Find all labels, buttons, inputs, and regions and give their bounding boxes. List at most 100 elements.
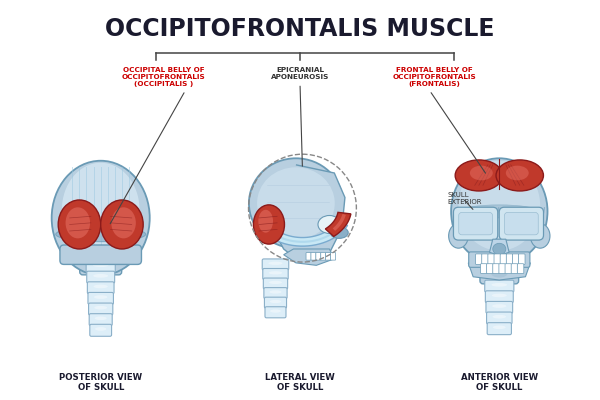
FancyBboxPatch shape	[265, 307, 286, 318]
Ellipse shape	[496, 160, 544, 191]
FancyBboxPatch shape	[505, 212, 538, 235]
Ellipse shape	[449, 224, 468, 248]
Text: EPICRANIAL
APONEUROSIS: EPICRANIAL APONEUROSIS	[271, 68, 329, 80]
Polygon shape	[257, 222, 347, 246]
FancyBboxPatch shape	[486, 302, 512, 314]
FancyBboxPatch shape	[487, 312, 512, 324]
Text: LATERAL VIEW
OF SKULL: LATERAL VIEW OF SKULL	[265, 373, 335, 392]
Ellipse shape	[95, 327, 106, 331]
FancyBboxPatch shape	[86, 260, 115, 272]
FancyBboxPatch shape	[80, 246, 122, 275]
Ellipse shape	[95, 316, 107, 320]
FancyBboxPatch shape	[506, 254, 513, 264]
Ellipse shape	[506, 166, 529, 180]
FancyBboxPatch shape	[499, 207, 544, 240]
Text: POSTERIOR VIEW
OF SKULL: POSTERIOR VIEW OF SKULL	[59, 373, 142, 392]
Ellipse shape	[492, 294, 507, 297]
Ellipse shape	[94, 285, 108, 288]
Ellipse shape	[470, 166, 493, 180]
Text: ANTERIOR VIEW
OF SKULL: ANTERIOR VIEW OF SKULL	[461, 373, 538, 392]
FancyBboxPatch shape	[263, 268, 288, 280]
Ellipse shape	[257, 167, 335, 239]
FancyBboxPatch shape	[480, 260, 518, 284]
Ellipse shape	[270, 300, 281, 303]
FancyBboxPatch shape	[316, 252, 321, 260]
Ellipse shape	[270, 310, 281, 313]
FancyBboxPatch shape	[481, 264, 487, 274]
FancyBboxPatch shape	[88, 282, 114, 294]
FancyBboxPatch shape	[511, 264, 518, 274]
Ellipse shape	[451, 158, 548, 264]
FancyBboxPatch shape	[469, 252, 530, 267]
FancyBboxPatch shape	[263, 278, 287, 289]
Text: FRONTAL BELLY OF
OCCIPITOFRONTALIS
(FRONTALIS): FRONTAL BELLY OF OCCIPITOFRONTALIS (FRON…	[392, 68, 476, 88]
FancyBboxPatch shape	[505, 264, 512, 274]
FancyBboxPatch shape	[262, 259, 289, 270]
FancyBboxPatch shape	[454, 207, 498, 240]
Ellipse shape	[101, 200, 143, 249]
Ellipse shape	[492, 304, 506, 308]
Text: OCCIPITAL BELLY OF
OCCIPITOFRONTALIS
(OCCIPITALIS ): OCCIPITAL BELLY OF OCCIPITOFRONTALIS (OC…	[122, 68, 205, 88]
FancyBboxPatch shape	[512, 254, 519, 264]
FancyBboxPatch shape	[60, 245, 142, 264]
Ellipse shape	[458, 161, 540, 251]
Ellipse shape	[318, 216, 341, 234]
Ellipse shape	[491, 270, 508, 278]
Ellipse shape	[493, 243, 506, 255]
FancyBboxPatch shape	[264, 288, 287, 299]
FancyBboxPatch shape	[487, 264, 493, 274]
Ellipse shape	[58, 200, 101, 249]
Ellipse shape	[455, 160, 503, 191]
Ellipse shape	[269, 290, 281, 294]
FancyBboxPatch shape	[265, 297, 287, 308]
Ellipse shape	[269, 271, 282, 274]
Ellipse shape	[253, 205, 284, 244]
Ellipse shape	[269, 281, 282, 284]
FancyBboxPatch shape	[321, 252, 326, 260]
Ellipse shape	[93, 264, 109, 267]
FancyBboxPatch shape	[487, 323, 511, 335]
FancyBboxPatch shape	[488, 254, 494, 264]
Ellipse shape	[65, 207, 90, 238]
FancyBboxPatch shape	[517, 264, 524, 274]
Text: SKULL
EXTERIOR: SKULL EXTERIOR	[448, 192, 482, 204]
FancyBboxPatch shape	[306, 252, 311, 260]
Ellipse shape	[268, 262, 283, 265]
Ellipse shape	[94, 295, 107, 299]
Ellipse shape	[493, 326, 506, 329]
Polygon shape	[271, 165, 345, 260]
FancyBboxPatch shape	[89, 303, 113, 315]
FancyBboxPatch shape	[311, 252, 316, 260]
Ellipse shape	[460, 205, 538, 218]
Polygon shape	[284, 249, 334, 265]
FancyBboxPatch shape	[88, 292, 113, 304]
FancyBboxPatch shape	[90, 324, 112, 336]
FancyBboxPatch shape	[331, 252, 335, 260]
Text: OCCIPITOFRONTALIS MUSCLE: OCCIPITOFRONTALIS MUSCLE	[105, 17, 495, 41]
FancyBboxPatch shape	[494, 254, 500, 264]
FancyBboxPatch shape	[500, 254, 506, 264]
FancyBboxPatch shape	[89, 314, 112, 326]
Ellipse shape	[112, 207, 136, 238]
Polygon shape	[468, 263, 530, 280]
FancyBboxPatch shape	[485, 280, 514, 292]
Ellipse shape	[491, 283, 507, 287]
Ellipse shape	[530, 224, 550, 248]
FancyBboxPatch shape	[326, 252, 331, 260]
Ellipse shape	[94, 306, 107, 310]
Polygon shape	[325, 212, 351, 236]
Ellipse shape	[249, 158, 343, 248]
Ellipse shape	[62, 163, 140, 257]
Ellipse shape	[93, 274, 108, 278]
FancyBboxPatch shape	[459, 212, 493, 235]
FancyBboxPatch shape	[485, 291, 513, 303]
FancyBboxPatch shape	[482, 254, 488, 264]
Ellipse shape	[330, 227, 348, 238]
FancyBboxPatch shape	[493, 264, 499, 274]
Ellipse shape	[493, 315, 506, 318]
Ellipse shape	[259, 210, 273, 233]
FancyBboxPatch shape	[87, 271, 115, 283]
FancyBboxPatch shape	[518, 254, 525, 264]
Ellipse shape	[52, 161, 150, 275]
Polygon shape	[490, 239, 509, 256]
